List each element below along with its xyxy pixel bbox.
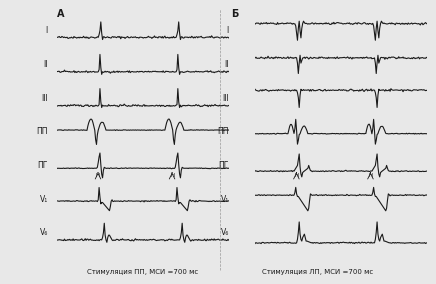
Text: ПП: ПП (37, 127, 48, 136)
Text: III: III (222, 93, 229, 103)
Text: ПП: ПП (218, 127, 229, 136)
Text: V₁: V₁ (40, 195, 48, 204)
Text: H: H (294, 174, 299, 178)
Text: Стимуляция ПП, МСИ =700 мс: Стимуляция ПП, МСИ =700 мс (87, 270, 198, 275)
Text: I: I (46, 26, 48, 35)
Text: II: II (44, 60, 48, 69)
Text: Стимуляция ЛП, МСИ =700 мс: Стимуляция ЛП, МСИ =700 мс (262, 270, 373, 275)
Text: III: III (41, 93, 48, 103)
Text: ПГ: ПГ (218, 161, 229, 170)
Text: Б: Б (231, 9, 238, 18)
Text: V₆: V₆ (221, 228, 229, 237)
Text: А: А (57, 9, 64, 18)
Text: I: I (227, 26, 229, 35)
Text: V₁: V₁ (221, 195, 229, 204)
Text: II: II (225, 60, 229, 69)
Text: H: H (170, 174, 174, 178)
Text: H: H (368, 174, 372, 178)
Text: ПГ: ПГ (37, 161, 48, 170)
Text: V₆: V₆ (40, 228, 48, 237)
Text: H: H (96, 174, 100, 178)
